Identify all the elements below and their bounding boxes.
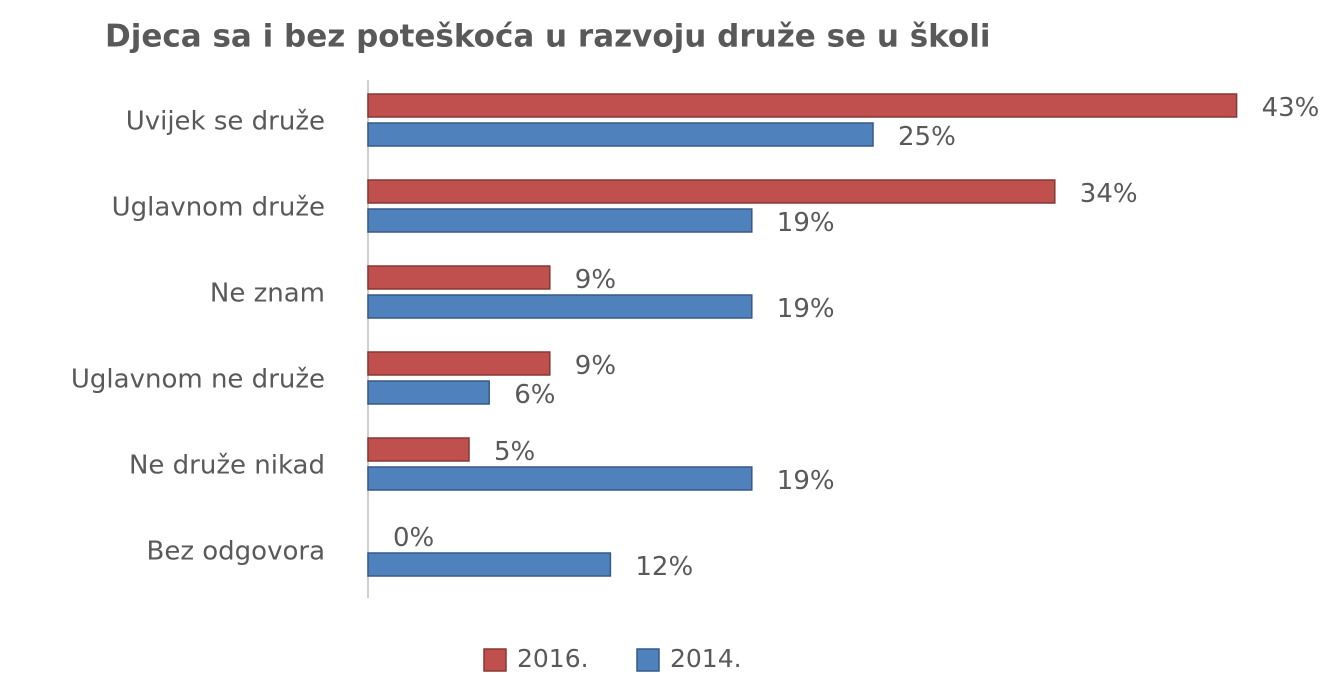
y-tick-label: Uvijek se druže — [126, 107, 325, 137]
value-label: 43% — [1262, 93, 1320, 123]
bar — [367, 351, 551, 376]
bar — [367, 294, 753, 319]
value-label: 0% — [393, 523, 434, 553]
y-tick-label: Uglavnom druže — [112, 193, 325, 223]
value-label: 5% — [494, 437, 535, 467]
value-label: 19% — [777, 466, 835, 496]
value-label: 19% — [777, 294, 835, 324]
value-label: 6% — [514, 380, 555, 410]
value-label: 25% — [898, 122, 956, 152]
y-tick-label: Bez odgovora — [147, 537, 325, 567]
y-tick-label: Ne znam — [210, 279, 325, 309]
value-label: 12% — [635, 552, 693, 582]
value-label: 19% — [777, 208, 835, 238]
value-label: 9% — [575, 265, 616, 295]
legend-swatch — [636, 648, 660, 672]
bar — [367, 93, 1238, 118]
legend-label: 2016. — [517, 644, 589, 673]
value-label: 9% — [575, 351, 616, 381]
bar — [367, 552, 612, 577]
bar — [367, 208, 753, 233]
bar — [367, 380, 490, 405]
value-label: 34% — [1080, 179, 1138, 209]
bar — [367, 265, 551, 290]
y-tick-label: Ne druže nikad — [129, 451, 325, 481]
bar — [367, 466, 753, 491]
bar — [367, 122, 874, 147]
bar — [367, 179, 1056, 204]
bar — [367, 437, 470, 462]
legend-label: 2014. — [670, 644, 742, 673]
chart-title: Djeca sa i bez poteškoća u razvoju druže… — [105, 19, 990, 55]
legend-swatch — [483, 648, 507, 672]
y-tick-label: Uglavnom ne druže — [71, 365, 325, 395]
